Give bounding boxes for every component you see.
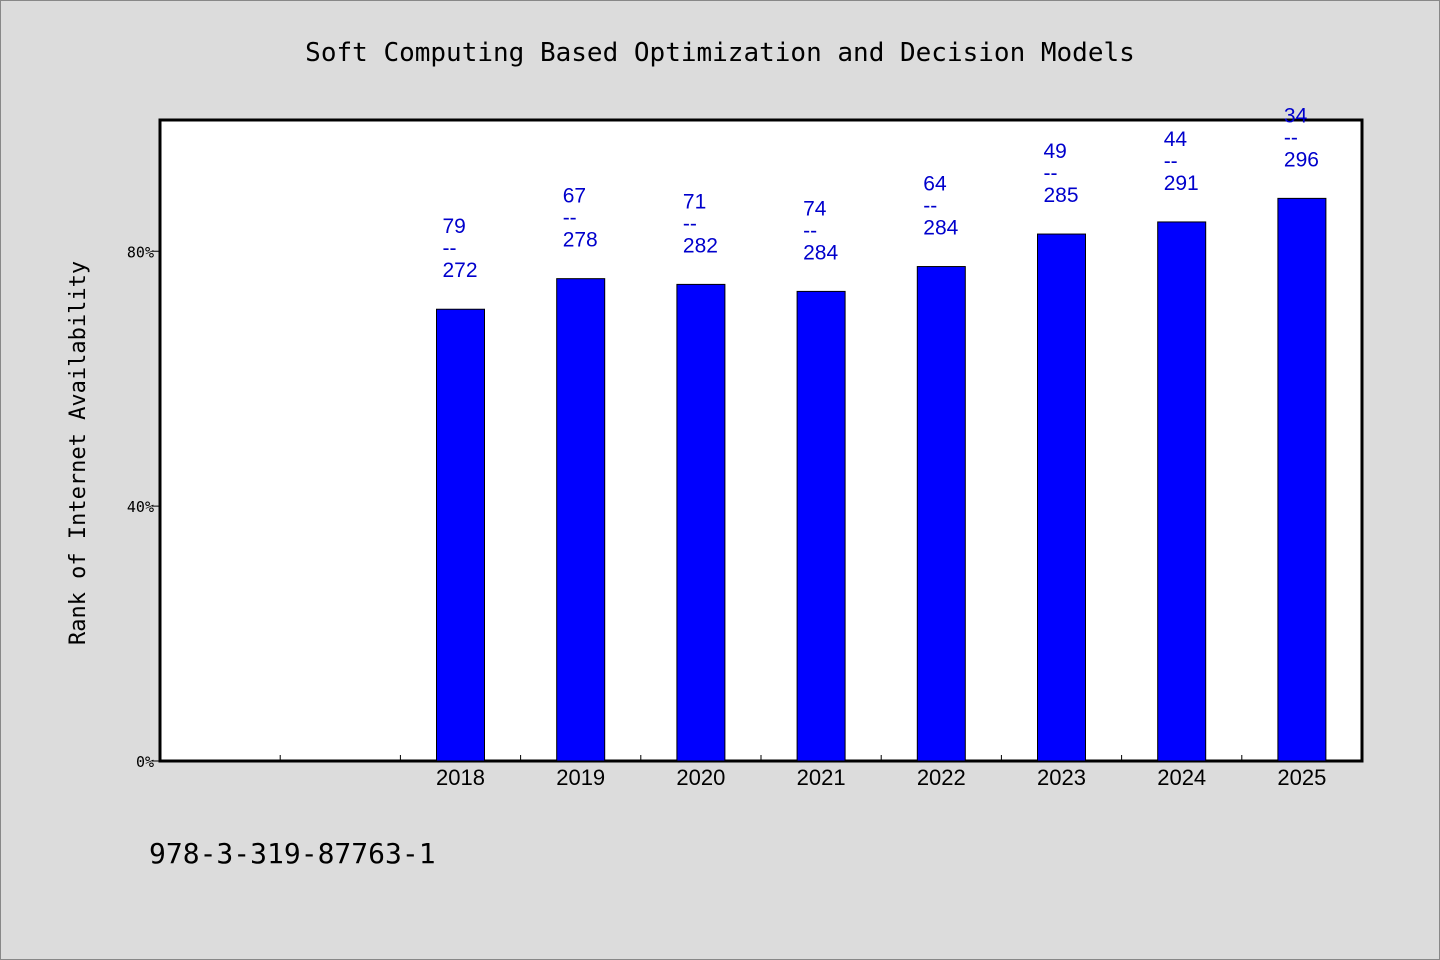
data-labels-group: 79--27267--27871--28274--28464--28449--2… (443, 104, 1319, 282)
data-label-separator: -- (1284, 126, 1298, 149)
bar-2021 (796, 290, 846, 762)
data-label-bottom: 291 (1164, 172, 1199, 195)
x-tick-label: 2024 (1157, 765, 1206, 790)
bar-2018 (436, 308, 485, 762)
data-label-bottom: 285 (1044, 184, 1079, 207)
isbn-text: 978-3-319-87763-1 (149, 837, 436, 870)
axis-ticks-group: 0% 40% 80% 2018 2019 2020 2021 2022 2023 2024 2025 (127, 243, 1326, 790)
bar-2023 (1037, 233, 1086, 762)
bar-2020 (676, 283, 726, 762)
data-label-bottom: 296 (1284, 148, 1319, 171)
data-label-top: 49 (1044, 140, 1067, 163)
bar-2022 (916, 266, 966, 762)
x-tick-label: 2020 (676, 765, 725, 790)
data-label-bottom: 284 (923, 217, 958, 240)
y-tick-label: 0% (136, 753, 154, 771)
y-axis-label: Rank of Internet Availability (66, 261, 91, 645)
data-label-top: 34 (1284, 104, 1308, 127)
x-tick-label: 2018 (436, 765, 485, 790)
data-label-top: 79 (443, 215, 466, 238)
data-label-bottom: 282 (683, 234, 718, 257)
data-label-bottom: 272 (443, 259, 478, 282)
data-label-separator: -- (923, 195, 937, 218)
data-label-bottom: 284 (803, 241, 838, 264)
data-label-top: 44 (1164, 128, 1188, 151)
data-label-separator: -- (803, 219, 817, 242)
x-tick-label: 2023 (1037, 765, 1086, 790)
data-label-separator: -- (443, 237, 457, 260)
data-label-separator: -- (1164, 150, 1178, 173)
data-label-separator: -- (563, 207, 577, 230)
data-label-top: 74 (803, 197, 827, 220)
data-label-top: 71 (683, 190, 706, 213)
bar-2025 (1277, 197, 1327, 762)
x-tick-label: 2025 (1277, 765, 1326, 790)
data-label-separator: -- (683, 212, 697, 235)
data-label-top: 67 (563, 185, 586, 208)
bar-2024 (1157, 221, 1207, 762)
bar-2019 (556, 278, 606, 762)
chart-title: Soft Computing Based Optimization and De… (305, 38, 1135, 68)
y-tick-label: 80% (127, 243, 154, 261)
x-tick-label: 2022 (917, 765, 966, 790)
bars-group (436, 197, 1327, 762)
x-tick-label: 2019 (556, 765, 605, 790)
data-label-top: 64 (923, 173, 947, 196)
data-label-bottom: 278 (563, 229, 598, 252)
data-label-separator: -- (1044, 162, 1058, 185)
y-tick-label: 40% (127, 498, 154, 516)
x-tick-label: 2021 (797, 765, 846, 790)
